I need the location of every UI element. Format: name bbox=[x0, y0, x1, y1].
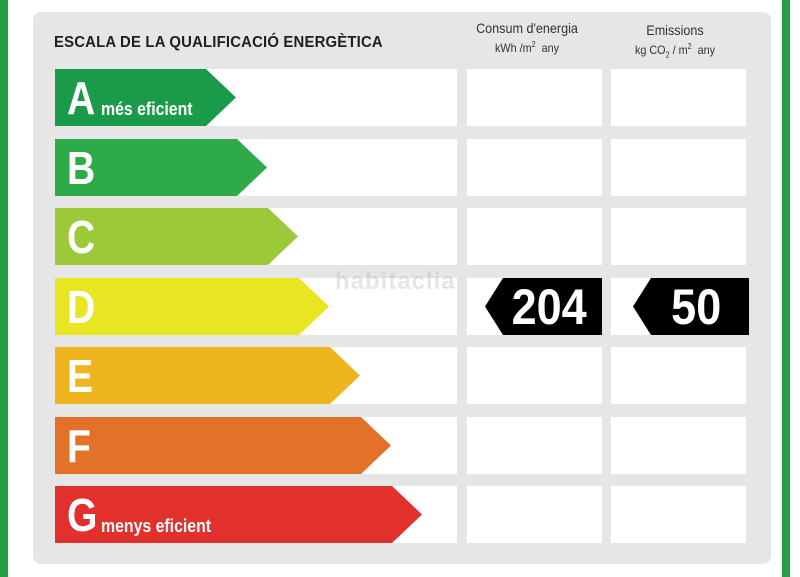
consum-column-header: Consum d'energia kWh /m2 any bbox=[469, 20, 586, 55]
consum-cell bbox=[467, 486, 602, 543]
rating-description: més eficient bbox=[101, 99, 193, 119]
rating-letter: A bbox=[67, 71, 96, 124]
emissions-label: Emissions bbox=[646, 22, 704, 38]
emissions-value: 50 bbox=[671, 278, 722, 335]
rating-arrow-b: B bbox=[55, 139, 267, 196]
rating-letter: F bbox=[67, 419, 91, 472]
rating-letter: E bbox=[67, 349, 94, 402]
rating-letter: D bbox=[67, 280, 96, 333]
rating-letter: C bbox=[67, 210, 96, 263]
consum-cell bbox=[467, 139, 602, 196]
consum-cell bbox=[467, 208, 602, 265]
emissions-cell bbox=[611, 417, 746, 474]
emissions-cell bbox=[611, 69, 746, 126]
rating-letter: B bbox=[67, 141, 96, 194]
frame-left-border bbox=[0, 0, 8, 577]
rating-arrow-c: C bbox=[55, 208, 298, 265]
label-title: ESCALA DE LA QUALIFICACIÓ ENERGÈTICA bbox=[54, 34, 383, 51]
consum-cell bbox=[467, 347, 602, 404]
emissions-cell bbox=[611, 208, 746, 265]
emissions-unit: kg CO2 / m2 any bbox=[634, 42, 716, 60]
rating-arrow-f: F bbox=[55, 417, 391, 474]
emissions-cell bbox=[611, 486, 746, 543]
consum-label: Consum d'energia bbox=[476, 20, 578, 36]
consum-cell bbox=[467, 69, 602, 126]
consum-value-badge: 204 bbox=[485, 278, 602, 335]
rating-letter: G bbox=[67, 488, 98, 541]
rating-arrow-d: D bbox=[55, 278, 329, 335]
consum-unit: kWh /m2 any bbox=[494, 40, 560, 55]
emissions-cell bbox=[611, 139, 746, 196]
rating-description: menys eficient bbox=[101, 516, 212, 536]
frame-right-border bbox=[782, 0, 790, 577]
rating-arrow-e: E bbox=[55, 347, 360, 404]
watermark-text: habitaclia bbox=[335, 268, 456, 295]
emissions-column-header: Emissions kg CO2 / m2 any bbox=[617, 22, 734, 59]
consum-value: 204 bbox=[511, 278, 587, 335]
emissions-cell bbox=[611, 347, 746, 404]
emissions-value-badge: 50 bbox=[633, 278, 749, 335]
consum-cell bbox=[467, 417, 602, 474]
